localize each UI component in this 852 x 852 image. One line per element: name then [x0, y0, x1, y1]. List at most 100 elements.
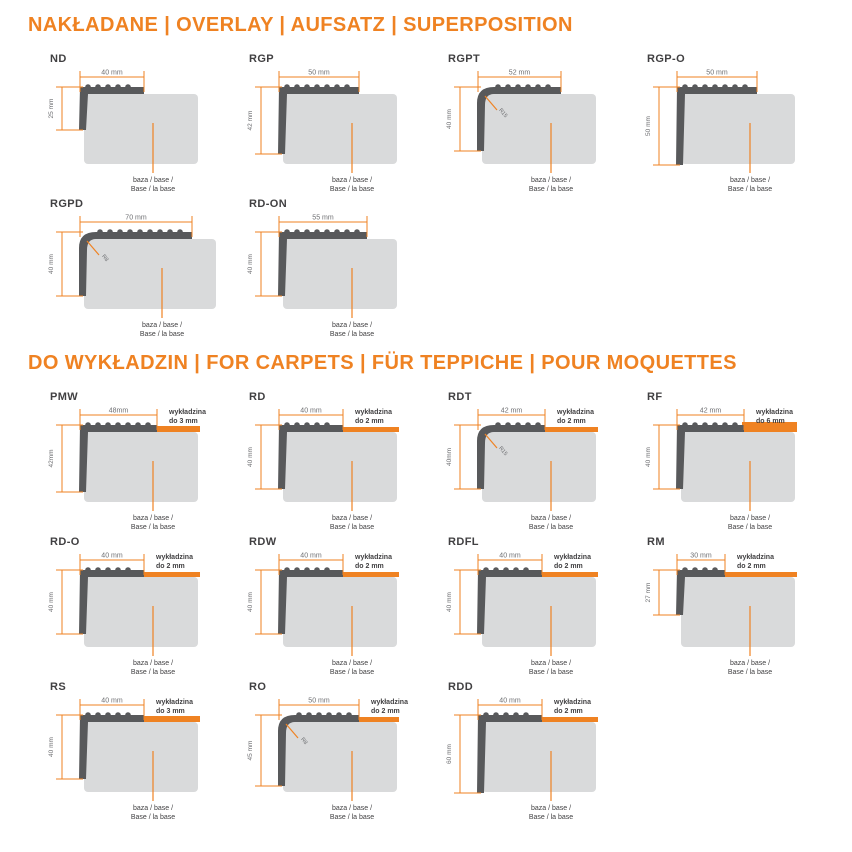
rib-bump: [304, 567, 310, 573]
section-title-overlay: NAKŁADANE | OVERLAY | AUFSATZ | SUPERPOS…: [28, 14, 573, 36]
rib-bump: [115, 567, 121, 573]
profile-diagram-rgpt: RGPT 52 mm 40 mm R15 baza / base / Base / la …: [438, 51, 637, 193]
rib-bump: [712, 422, 718, 428]
carpet-strip: [142, 716, 200, 722]
width-dim-label: 40 mm: [300, 553, 322, 560]
carpet-label-line1: wykładzina: [556, 409, 594, 416]
carpet-label-line2: do 6 mm: [756, 418, 785, 425]
rib-bump: [314, 84, 320, 90]
carpet-label-line2: do 2 mm: [156, 563, 185, 570]
width-dim-label: 40 mm: [499, 553, 521, 560]
rib-bump: [495, 84, 501, 90]
base-caption-line2: Base / la base: [529, 524, 573, 531]
carpet-label-line1: wykładzina: [155, 554, 193, 561]
rib-bump: [712, 84, 718, 90]
base-caption-line1: baza / base /: [133, 660, 173, 667]
rib-bump: [284, 84, 290, 90]
rib-bump: [692, 567, 698, 573]
profile-shape: [278, 715, 359, 786]
width-dim-label: 40 mm: [499, 698, 521, 705]
rib-bump: [294, 84, 300, 90]
profile-diagram-nd: ND 40 mm 25 mm baza / base / Base / la base: [40, 51, 239, 193]
profile-name: RD-O: [50, 536, 80, 548]
section-title-carpets: DO WYKŁADZIN | FOR CARPETS | FÜR TEPPICH…: [28, 352, 737, 374]
base-block: [84, 239, 216, 309]
rib-bump: [284, 422, 290, 428]
rib-bump: [334, 229, 340, 235]
base-block: [283, 94, 397, 164]
base-block: [84, 577, 198, 647]
rib-bump: [316, 712, 322, 718]
profile-name: RGP-O: [647, 53, 686, 65]
profile-shape: [676, 425, 744, 489]
base-caption-line2: Base / la base: [728, 524, 772, 531]
profile-name: RGP: [249, 53, 275, 65]
rib-bump: [284, 567, 290, 573]
rib-bump: [97, 229, 103, 235]
carpet-label-line2: do 2 mm: [554, 563, 583, 570]
width-dim-label: 40 mm: [101, 70, 123, 77]
width-dim-label: 50 mm: [308, 698, 330, 705]
profile-diagram-rgpd: RGPD 70 mm 40 mm R8 baza / base / Base / la b…: [40, 196, 239, 338]
profile-drawing: 48mm 42mm wykładzina do 3 mm baza / base / Ba…: [48, 408, 206, 532]
carpet-label-line1: wykładzina: [370, 699, 408, 706]
height-dim-label: 45 mm: [247, 741, 254, 761]
profile-drawing: 30 mm 27 mm wykładzina do 2 mm baza / base /…: [645, 553, 797, 676]
profile-diagram-rgp-o: RGP-O 50 mm 50 mm baza / base / Base / la ba…: [637, 51, 836, 193]
radius-label: R8: [100, 254, 109, 263]
rib-bump: [545, 84, 551, 90]
rib-bump: [85, 84, 91, 90]
rib-bump: [304, 84, 310, 90]
profile-drawing: 70 mm 40 mm R8 baza / base / Base / la base: [48, 215, 216, 338]
base-block: [84, 432, 198, 502]
rib-bump: [535, 422, 541, 428]
profile-diagram-rdfl: RDFL 40 mm 40 mm wykładzina do 2 mm baza / ba…: [438, 534, 637, 676]
base-block: [482, 577, 596, 647]
rib-bump: [85, 422, 91, 428]
base-block: [283, 577, 397, 647]
profile-name: PMW: [50, 391, 79, 403]
profile-drawing: 55 mm 40 mm baza / base / Base / la base: [247, 215, 397, 338]
rib-bump: [692, 84, 698, 90]
section-carpets: DO WYKŁADZIN | FOR CARPETS | FÜR TEPPICH…: [28, 352, 852, 821]
profile-name: RDFL: [448, 536, 479, 548]
width-dim-label: 40 mm: [101, 553, 123, 560]
width-dim-label: 70 mm: [125, 215, 147, 222]
profile-drawing: 40 mm 40 mm wykładzina do 2 mm baza / base /…: [247, 553, 399, 676]
rib-bump: [334, 84, 340, 90]
rib-bump: [304, 422, 310, 428]
rib-bump: [304, 229, 310, 235]
carpet-strip: [341, 572, 399, 577]
rib-bump: [493, 712, 499, 718]
rib-bump: [324, 84, 330, 90]
rib-bump: [515, 422, 521, 428]
rib-bump: [127, 229, 133, 235]
width-dim-label: 48mm: [109, 408, 129, 415]
carpet-label-line1: wykładzina: [553, 554, 591, 561]
carpet-label-line2: do 2 mm: [554, 708, 583, 715]
profile-name: RM: [647, 536, 665, 548]
base-block: [482, 432, 596, 502]
carpet-strip: [142, 572, 200, 577]
rib-bump: [115, 712, 121, 718]
base-caption-line2: Base / la base: [728, 186, 772, 193]
rib-bump: [284, 229, 290, 235]
base-block: [283, 432, 397, 502]
profile-diagram-rm: RM 30 mm 27 mm wykładzina do 2 mm baza / base…: [637, 534, 836, 676]
rib-bump: [742, 84, 748, 90]
rib-bump: [294, 229, 300, 235]
height-dim-label: 42 mm: [247, 111, 254, 131]
rib-bump: [354, 229, 360, 235]
profile-shape: [79, 570, 144, 634]
profile-diagram-rdt: RDT 42 mm 40mm R15 wykładzina do 2 mm baza / b…: [438, 389, 637, 531]
rib-bump: [177, 229, 183, 235]
profile-name: RD: [249, 391, 266, 403]
rib-bump: [107, 229, 113, 235]
profile-diagram-rf: RF 42 mm 40 mm wykładzina do 6 mm baza / base…: [637, 389, 836, 531]
profile-diagram-rd-on: RD-ON 55 mm 40 mm baza / base / Base / la ba…: [239, 196, 438, 338]
height-dim-label: 60 mm: [446, 744, 453, 764]
rib-bump: [95, 712, 101, 718]
base-caption-line1: baza / base /: [730, 177, 770, 184]
height-dim-label: 42mm: [48, 449, 55, 467]
base-block: [482, 94, 596, 164]
